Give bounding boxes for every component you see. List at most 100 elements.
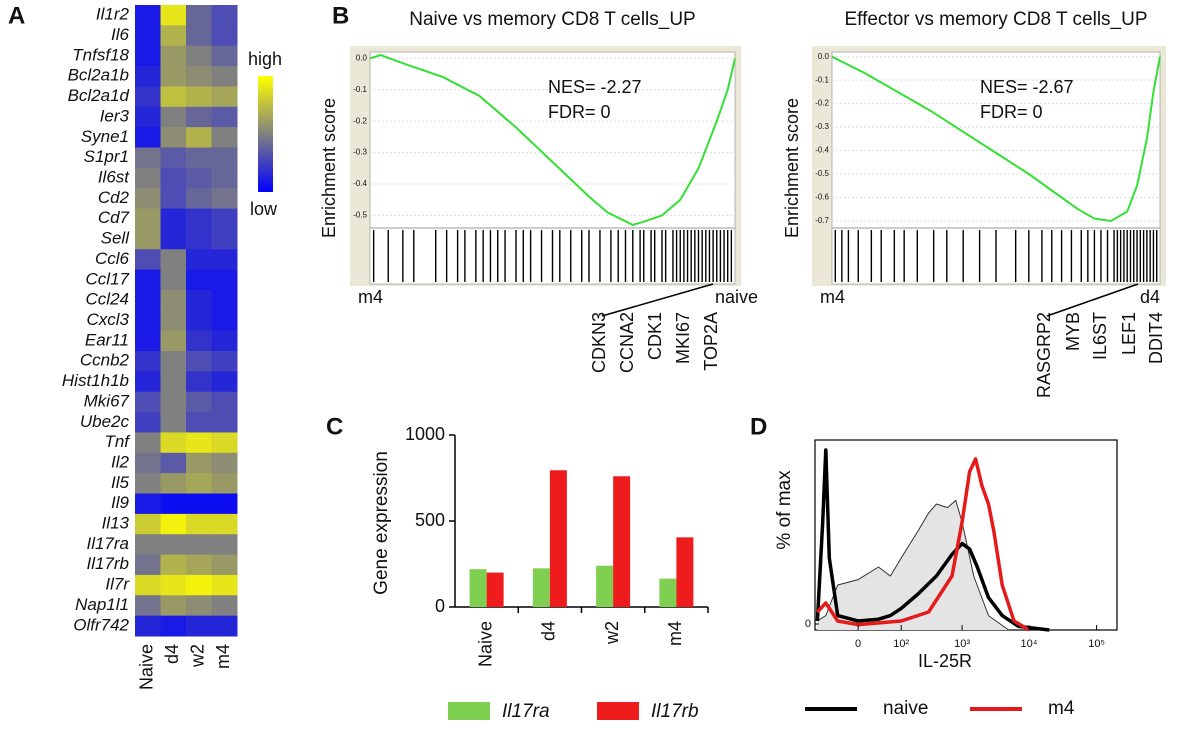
heatmap-cell [186, 534, 212, 556]
end-label: m4 [820, 287, 845, 307]
density-curve [816, 457, 1030, 632]
row-label: Ccl6 [95, 249, 130, 268]
row-label: Olfr742 [73, 615, 129, 634]
bar [676, 537, 694, 607]
heatmap-cell [135, 513, 161, 535]
heatmap-cell [135, 208, 161, 230]
heatmap-cell [211, 249, 238, 271]
heatmap-cell [160, 351, 187, 372]
heatmap-cell [160, 167, 187, 189]
heatmap-cell [135, 615, 161, 637]
heatmap-cell [211, 86, 238, 108]
heatmap-cell [211, 371, 238, 393]
heatmap-cell [160, 473, 187, 495]
x-tick-label: 10⁵ [1088, 638, 1105, 650]
heatmap-cell [135, 452, 161, 474]
gene-label: MKI67 [673, 312, 693, 364]
y-tick-label: -0.5 [353, 211, 367, 220]
y-tick-label: -0.4 [353, 179, 367, 188]
legend-label: naive [883, 698, 928, 719]
legend-label: Il17rb [651, 701, 699, 722]
heatmap-cell [135, 310, 161, 332]
heatmap-cell [160, 574, 187, 596]
heatmap-cell [160, 188, 187, 210]
heatmap-cell [211, 351, 238, 372]
y-axis-label: Gene expression [371, 451, 392, 595]
heatmap-cell [135, 5, 161, 26]
heatmap-cell [160, 249, 187, 271]
heatmap-cell [211, 513, 238, 535]
panel-label: D [750, 413, 767, 440]
heatmap-cell [186, 269, 212, 291]
heatmap-cell [135, 351, 161, 372]
heatmap-cell [135, 574, 161, 596]
x-tick-label: 10² [893, 638, 909, 650]
heatmap-cell [211, 147, 238, 169]
heatmap-cell [160, 208, 187, 230]
heatmap-cell [135, 25, 161, 47]
annotation: NES= -2.67 [980, 77, 1074, 97]
heatmap-cell [135, 534, 161, 556]
heatmap-cell [160, 289, 187, 311]
row-label: Bcl2a1d [68, 86, 130, 105]
row-label: Il17rb [86, 554, 129, 573]
gene-label: RASGRP2 [1034, 312, 1054, 398]
heatmap-cell [211, 289, 238, 311]
heatmap-cell [135, 147, 161, 169]
heatmap-cell [135, 86, 161, 108]
heatmap-cell [135, 330, 161, 352]
row-label: Ear11 [85, 330, 129, 349]
y-tick-label: -0.1 [815, 75, 829, 84]
y-tick-label: 0 [435, 596, 445, 616]
annotation: FDR= 0 [980, 102, 1043, 122]
heatmap-cell [211, 25, 238, 47]
heatmap-cell [160, 147, 187, 169]
y-axis-label: % of max [774, 470, 795, 550]
gene-label: CDK1 [645, 312, 665, 360]
bar [486, 572, 504, 607]
heatmap-cell [160, 106, 187, 128]
heatmap-cell [186, 66, 212, 87]
heatmap-cell [186, 86, 212, 108]
row-label: Il13 [102, 514, 130, 533]
heatmap-cell [135, 554, 161, 576]
legend-swatch [597, 702, 639, 720]
heatmap-cell [135, 249, 161, 271]
gene-label: CDKN3 [589, 312, 609, 373]
bar [596, 565, 614, 607]
column-label: m4 [213, 644, 233, 669]
density-curve [815, 448, 1050, 632]
heatmap-cell [211, 574, 238, 596]
chart-title: Naive vs memory CD8 T cells_UP [409, 9, 695, 30]
heatmap-cell [160, 310, 187, 332]
bar [469, 569, 487, 607]
heatmap-cell [160, 513, 187, 535]
connector [601, 283, 714, 317]
heatmap-cell [135, 412, 161, 433]
heatmap-cell [186, 391, 212, 413]
heatmap-cell [186, 513, 212, 535]
heatmap-cell [186, 106, 212, 128]
heatmap-cell [186, 188, 212, 210]
heatmap-cell [211, 45, 238, 67]
panel-label: A [8, 2, 25, 29]
connector [1046, 283, 1139, 317]
heatmap-cell [135, 371, 161, 393]
legend-swatch [448, 702, 490, 720]
heatmap-cell [211, 493, 238, 515]
heatmap-cell [186, 351, 212, 372]
row-label: Nap1l1 [75, 595, 129, 614]
row-label: Ccnb2 [80, 351, 130, 370]
row-label: Cd2 [98, 188, 130, 207]
heatmap-cell [186, 412, 212, 433]
heatmap-cell [135, 45, 161, 67]
heatmap-cell [186, 228, 212, 250]
colorbar-high: high [248, 49, 282, 69]
heatmap-cell [186, 371, 212, 393]
gene-label: LEF1 [1119, 312, 1139, 355]
bar [659, 578, 677, 607]
y-tick-label: -0.4 [815, 146, 829, 155]
heatmap-cell [160, 452, 187, 474]
row-label: Hist1h1b [62, 371, 129, 390]
